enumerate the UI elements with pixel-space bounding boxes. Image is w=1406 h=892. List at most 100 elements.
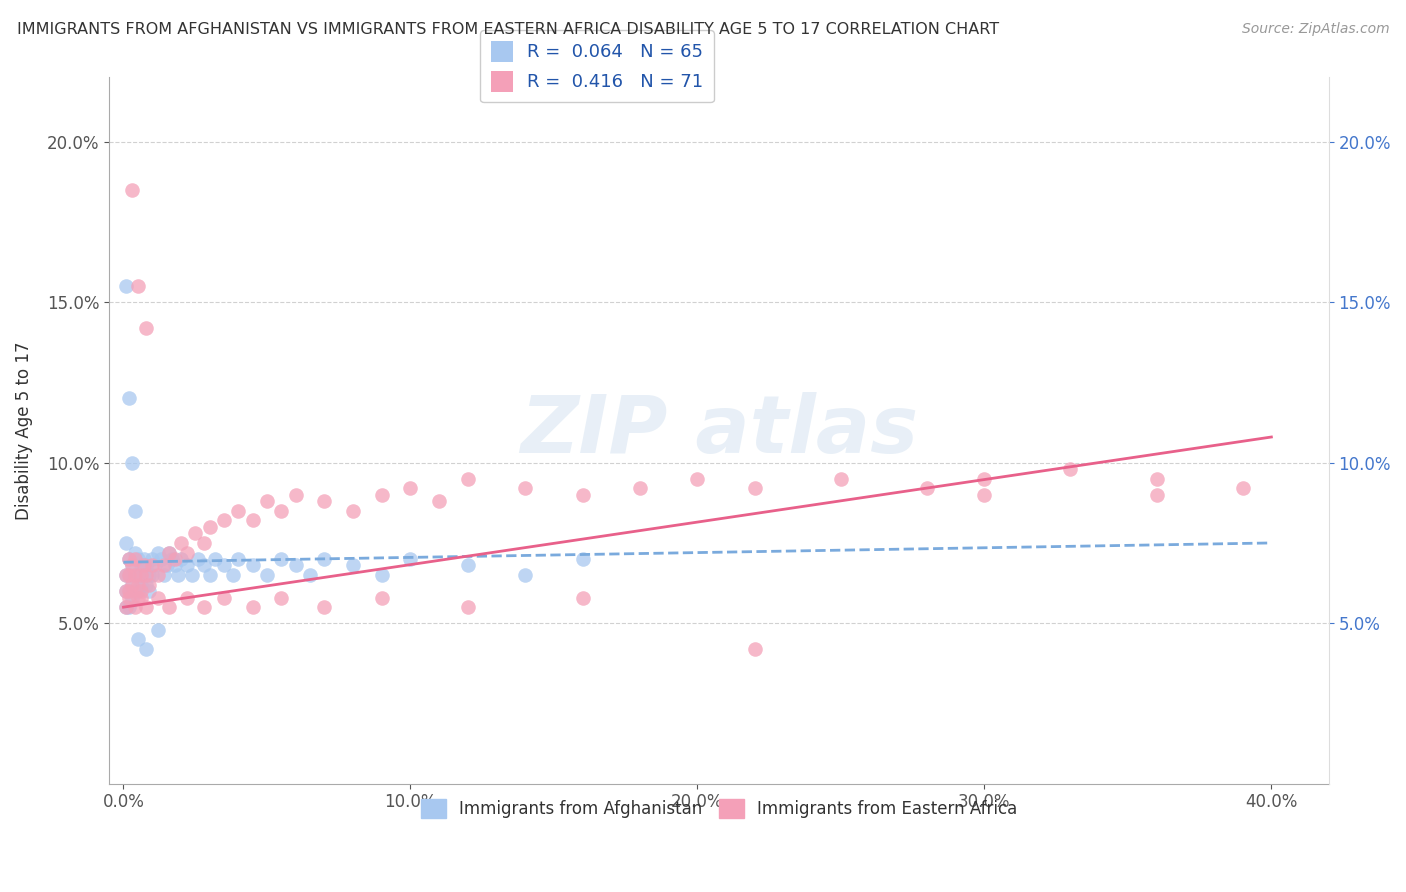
- Point: [124, 545, 146, 559]
- Point: [371, 568, 394, 582]
- Point: [212, 591, 235, 605]
- Point: [118, 584, 141, 599]
- Point: [298, 568, 321, 582]
- Point: [129, 558, 152, 573]
- Point: [167, 568, 190, 582]
- Point: [127, 279, 149, 293]
- Point: [427, 494, 450, 508]
- Point: [115, 536, 138, 550]
- Point: [170, 536, 193, 550]
- Point: [193, 558, 215, 573]
- Y-axis label: Disability Age 5 to 17: Disability Age 5 to 17: [15, 342, 32, 520]
- Point: [132, 568, 155, 582]
- Point: [270, 504, 292, 518]
- Point: [242, 600, 264, 615]
- Point: [121, 577, 143, 591]
- Point: [118, 552, 141, 566]
- Point: [165, 552, 187, 566]
- Point: [118, 568, 141, 582]
- Point: [198, 568, 221, 582]
- Point: [135, 577, 157, 591]
- Point: [127, 632, 149, 647]
- Point: [121, 558, 143, 573]
- Point: [157, 545, 180, 559]
- Point: [124, 504, 146, 518]
- Point: [118, 392, 141, 406]
- Text: ZIP atlas: ZIP atlas: [520, 392, 918, 469]
- Point: [176, 591, 198, 605]
- Point: [115, 584, 138, 599]
- Point: [115, 568, 138, 582]
- Point: [118, 600, 141, 615]
- Point: [221, 568, 243, 582]
- Point: [135, 558, 157, 573]
- Point: [146, 591, 169, 605]
- Point: [515, 482, 537, 496]
- Point: [744, 641, 766, 656]
- Point: [744, 482, 766, 496]
- Point: [181, 568, 204, 582]
- Point: [115, 600, 138, 615]
- Point: [115, 568, 138, 582]
- Legend: Immigrants from Afghanistan, Immigrants from Eastern Africa: Immigrants from Afghanistan, Immigrants …: [413, 792, 1024, 825]
- Point: [176, 558, 198, 573]
- Point: [571, 488, 593, 502]
- Point: [146, 545, 169, 559]
- Point: [515, 568, 537, 582]
- Point: [138, 584, 160, 599]
- Point: [118, 568, 141, 582]
- Point: [152, 568, 174, 582]
- Point: [830, 472, 852, 486]
- Point: [124, 552, 146, 566]
- Point: [256, 568, 278, 582]
- Point: [146, 568, 169, 582]
- Point: [212, 558, 235, 573]
- Point: [371, 591, 394, 605]
- Point: [129, 591, 152, 605]
- Point: [226, 552, 249, 566]
- Point: [141, 558, 163, 573]
- Point: [127, 584, 149, 599]
- Point: [141, 568, 163, 582]
- Point: [284, 558, 307, 573]
- Point: [118, 591, 141, 605]
- Point: [198, 520, 221, 534]
- Point: [149, 552, 172, 566]
- Point: [135, 568, 157, 582]
- Point: [138, 577, 160, 591]
- Point: [124, 600, 146, 615]
- Point: [457, 600, 479, 615]
- Point: [1232, 482, 1254, 496]
- Point: [284, 488, 307, 502]
- Point: [973, 472, 995, 486]
- Point: [155, 558, 177, 573]
- Point: [135, 321, 157, 335]
- Point: [115, 279, 138, 293]
- Point: [138, 568, 160, 582]
- Point: [628, 482, 651, 496]
- Point: [184, 526, 207, 541]
- Point: [118, 552, 141, 566]
- Point: [132, 558, 155, 573]
- Point: [212, 513, 235, 527]
- Point: [270, 552, 292, 566]
- Text: IMMIGRANTS FROM AFGHANISTAN VS IMMIGRANTS FROM EASTERN AFRICA DISABILITY AGE 5 T: IMMIGRANTS FROM AFGHANISTAN VS IMMIGRANT…: [17, 22, 1000, 37]
- Point: [118, 584, 141, 599]
- Point: [314, 600, 336, 615]
- Point: [571, 552, 593, 566]
- Point: [226, 504, 249, 518]
- Point: [242, 558, 264, 573]
- Point: [342, 504, 364, 518]
- Point: [127, 552, 149, 566]
- Point: [162, 552, 184, 566]
- Point: [571, 591, 593, 605]
- Point: [127, 591, 149, 605]
- Point: [973, 488, 995, 502]
- Point: [132, 552, 155, 566]
- Point: [146, 623, 169, 637]
- Point: [129, 584, 152, 599]
- Point: [193, 600, 215, 615]
- Point: [127, 577, 149, 591]
- Point: [127, 568, 149, 582]
- Point: [176, 545, 198, 559]
